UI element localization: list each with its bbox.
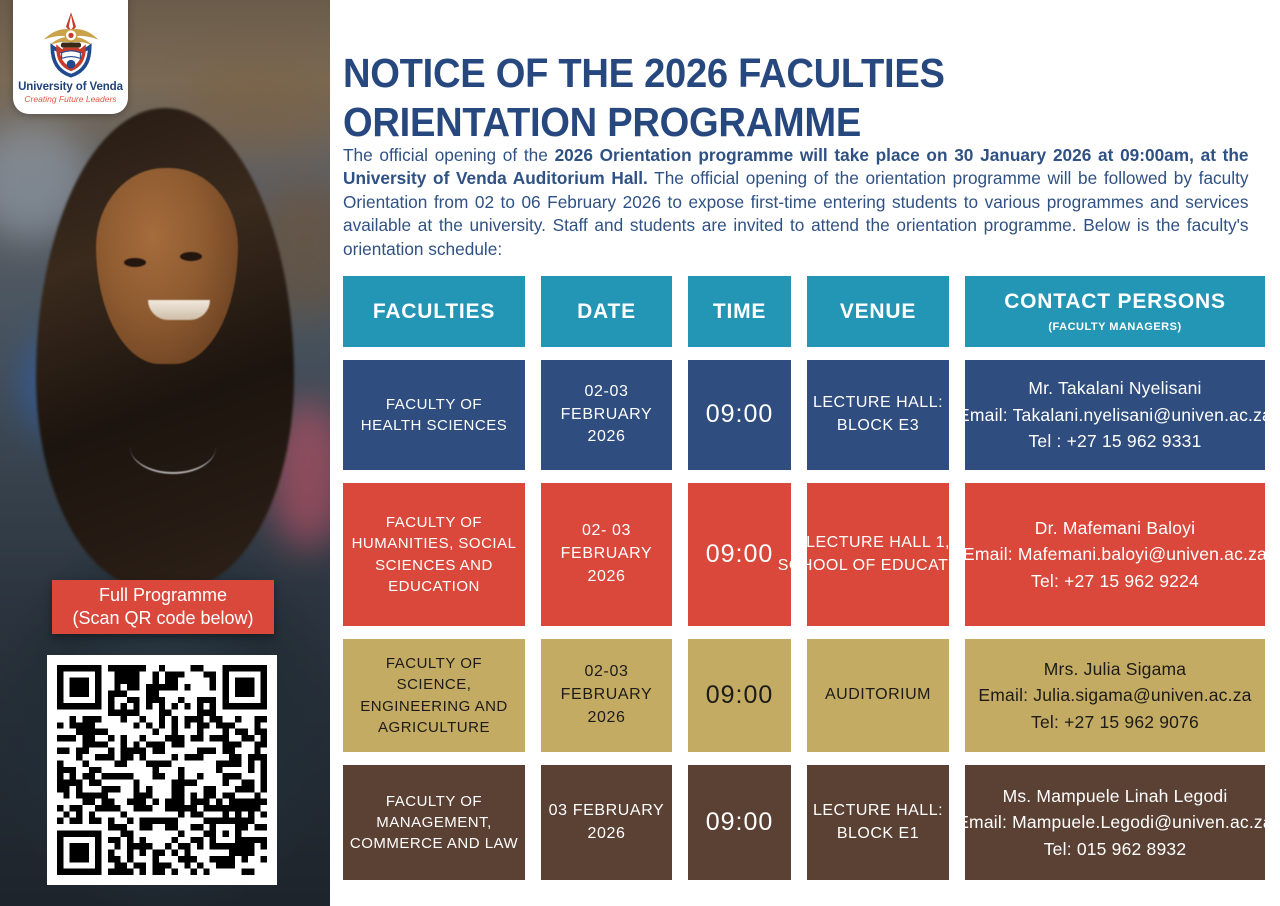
photo-necklace-shape	[130, 420, 216, 474]
intro-text-part1: The official opening of the	[343, 144, 555, 165]
photo-smile-shape	[148, 300, 210, 320]
logo-tagline: Creating Future Leaders	[24, 94, 117, 105]
column-header-date: DATE	[541, 276, 672, 347]
cell-date: 02- 03 FEBRUARY 2026	[541, 483, 672, 626]
cell-time: 09:00	[688, 639, 791, 752]
column-header-contact-persons: CONTACT PERSONS (FACULTY MANAGERS)	[965, 276, 1265, 347]
intro-text-part2: The official opening of the orientation …	[343, 168, 1249, 259]
cell-venue: LECTURE HALL: BLOCK E1	[807, 765, 949, 880]
cell-faculty: FACULTY OF SCIENCE, ENGINEERING AND AGRI…	[343, 639, 525, 752]
qr-code-container[interactable]	[47, 655, 277, 885]
cell-time: 09:00	[688, 360, 791, 470]
student-photo	[0, 0, 330, 906]
cell-contact: Mr. Takalani Nyelisani Email: Takalani.n…	[958, 360, 1272, 470]
column-header-venue: VENUE	[807, 276, 949, 347]
column-header-contact-subtitle: (FACULTY MANAGERS)	[1048, 321, 1182, 334]
cell-time: 09:00	[688, 765, 791, 880]
page-title-line-2: ORIENTATION PROGRAMME	[343, 98, 862, 145]
qr-code-icon[interactable]	[57, 665, 267, 875]
cell-faculty: FACULTY OF HEALTH SCIENCES	[343, 360, 525, 470]
photo-eye-left	[124, 258, 146, 267]
column-header-faculties: FACULTIES	[343, 276, 525, 347]
cell-faculty: FACULTY OF MANAGEMENT, COMMERCE AND LAW	[343, 765, 525, 880]
main-content: NOTICE OF THE 2026 FACULTIES ORIENTATION…	[330, 0, 1280, 906]
cell-time: 09:00	[688, 483, 791, 626]
university-crest-icon	[43, 12, 98, 78]
cell-venue: AUDITORIUM	[807, 639, 949, 752]
table-row: FACULTY OF SCIENCE, ENGINEERING AND AGRI…	[343, 639, 1267, 752]
left-sidebar-panel: University of Venda Creating Future Lead…	[0, 0, 330, 906]
table-row: FACULTY OF HEALTH SCIENCES 02-03 FEBRUAR…	[343, 360, 1272, 470]
intro-text-bold: 2026 Orientation programme will take pla…	[343, 144, 1249, 189]
university-logo-badge: University of Venda Creating Future Lead…	[13, 0, 128, 114]
cell-faculty: FACULTY OF HUMANITIES, SOCIAL SCIENCES A…	[343, 483, 525, 626]
page-title: NOTICE OF THE 2026 FACULTIES ORIENTATION…	[343, 49, 1202, 146]
orientation-schedule-table: FACULTIES DATE TIME VENUE CONTACT PERSON…	[343, 276, 1273, 893]
scan-qr-label: (Scan QR code below)	[72, 608, 254, 628]
cell-venue: LECTURE HALL 1, SCHOOL OF EDUCATION	[778, 483, 978, 626]
cell-date: 03 FEBRUARY 2026	[541, 765, 672, 880]
logo-university-name: University of Venda	[18, 80, 123, 93]
cell-contact: Mrs. Julia Sigama Email: Julia.sigama@un…	[965, 639, 1265, 752]
column-header-contact-title: CONTACT PERSONS	[1004, 290, 1226, 314]
cell-venue: LECTURE HALL: BLOCK E3	[807, 360, 949, 470]
photo-face-shape	[96, 168, 238, 364]
cell-date: 02-03 FEBRUARY 2026	[541, 639, 672, 752]
table-row: FACULTY OF HUMANITIES, SOCIAL SCIENCES A…	[343, 483, 1267, 626]
full-programme-banner[interactable]: Full Programme (Scan QR code below)	[52, 580, 274, 634]
column-header-time: TIME	[688, 276, 791, 347]
intro-paragraph: The official opening of the 2026 Orienta…	[343, 144, 1249, 262]
cell-contact: Dr. Mafemani Baloyi Email: Mafemani.balo…	[963, 483, 1267, 626]
cell-date: 02-03 FEBRUARY 2026	[541, 360, 672, 470]
table-header-row: FACULTIES DATE TIME VENUE CONTACT PERSON…	[343, 276, 1267, 347]
page-title-line-1: NOTICE OF THE 2026 FACULTIES	[343, 50, 945, 97]
full-programme-label: Full Programme	[98, 584, 228, 605]
table-row: FACULTY OF MANAGEMENT, COMMERCE AND LAW …	[343, 765, 1273, 880]
cell-contact: Ms. Mampuele Linah Legodi Email: Mampuel…	[957, 765, 1273, 880]
photo-eye-right	[180, 252, 202, 261]
